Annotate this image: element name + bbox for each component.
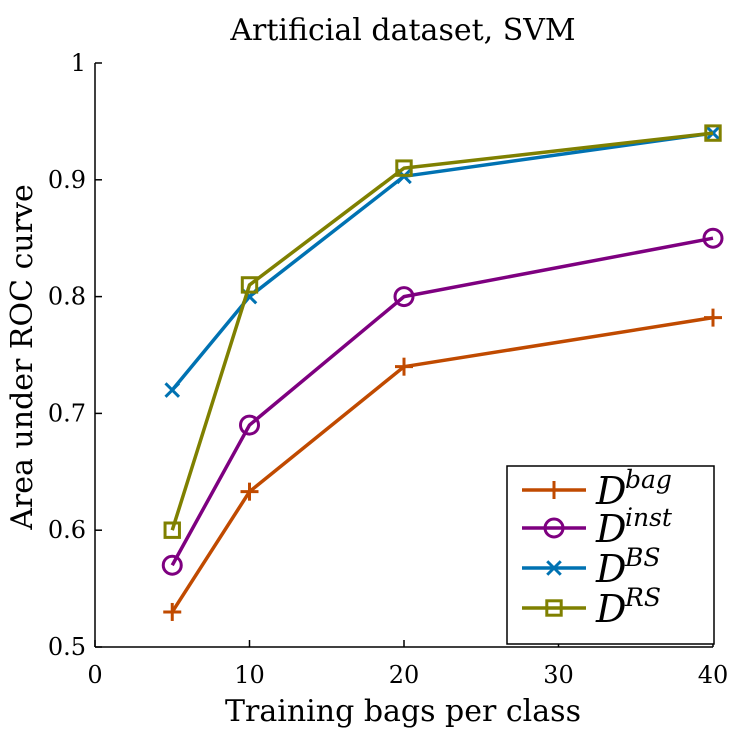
circle-marker bbox=[543, 517, 565, 539]
x-axis-label: Training bags per class bbox=[225, 694, 581, 729]
axes: 0.50.60.70.80.910 10 20 30 40 bbox=[48, 49, 728, 689]
y-tick-label: 1 bbox=[71, 49, 86, 77]
legend-superscript: bag bbox=[625, 465, 672, 494]
data-point bbox=[163, 521, 181, 539]
legend-superscript: RS bbox=[624, 583, 661, 612]
legend-superscript: inst bbox=[625, 503, 673, 532]
series-line bbox=[170, 236, 714, 567]
legend-label: D bbox=[595, 507, 626, 551]
data-point bbox=[239, 414, 260, 436]
series-inst bbox=[161, 227, 724, 576]
legend-box bbox=[506, 465, 715, 645]
y-tick-label: 0.8 bbox=[48, 283, 86, 311]
legend-entry-RS: DRS bbox=[522, 583, 661, 631]
data-point bbox=[163, 602, 182, 621]
series-line bbox=[170, 315, 714, 613]
legend-label: D bbox=[595, 547, 626, 591]
plus-marker bbox=[545, 481, 563, 499]
series-line bbox=[170, 131, 714, 531]
legend-superscript: BS bbox=[624, 543, 661, 572]
series-group bbox=[161, 124, 724, 621]
x-tick-label: 30 bbox=[543, 661, 574, 689]
data-point bbox=[240, 276, 259, 294]
data-point bbox=[164, 382, 181, 398]
series-bag bbox=[163, 308, 722, 621]
data-point bbox=[704, 124, 722, 142]
data-point bbox=[395, 357, 413, 376]
x-tick-label: 40 bbox=[698, 661, 729, 689]
square-marker bbox=[545, 599, 563, 617]
data-point bbox=[704, 308, 722, 327]
y-tick-label: 0.6 bbox=[48, 516, 86, 544]
chart-title: Artificial dataset, SVM bbox=[229, 13, 575, 48]
data-point bbox=[702, 227, 724, 249]
legend-label: D bbox=[595, 469, 626, 513]
data-point bbox=[161, 554, 183, 576]
series-RS bbox=[163, 124, 722, 539]
series-BS bbox=[164, 125, 721, 398]
x-tick-label: 20 bbox=[389, 661, 420, 689]
x-tick-label: 10 bbox=[234, 661, 265, 689]
y-axis-label: Area under ROC curve bbox=[5, 184, 40, 531]
series-line bbox=[170, 131, 714, 392]
legend-entry-BS: DBS bbox=[522, 543, 661, 591]
data-point bbox=[393, 286, 415, 308]
y-tick-label: 0.5 bbox=[48, 633, 86, 661]
x-marker bbox=[546, 560, 562, 576]
legend-label: D bbox=[595, 587, 626, 631]
data-point bbox=[240, 482, 259, 501]
y-tick-label: 0.9 bbox=[48, 166, 86, 194]
y-tick-label: 0.7 bbox=[48, 399, 86, 427]
x-tick-label: 0 bbox=[87, 661, 102, 689]
data-point bbox=[395, 159, 413, 177]
